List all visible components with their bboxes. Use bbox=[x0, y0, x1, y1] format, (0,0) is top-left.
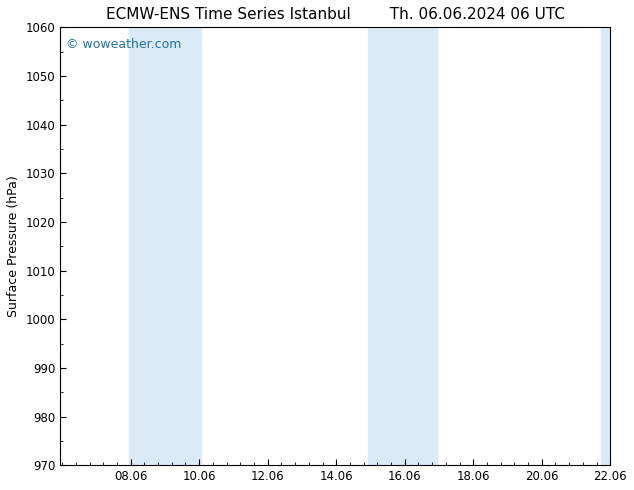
Bar bbox=[165, 27, 200, 465]
Bar bbox=[399, 27, 437, 465]
Bar bbox=[129, 27, 165, 465]
Bar bbox=[368, 27, 399, 465]
Text: © woweather.com: © woweather.com bbox=[65, 38, 181, 51]
Y-axis label: Surface Pressure (hPa): Surface Pressure (hPa) bbox=[7, 175, 20, 317]
Bar bbox=[601, 27, 611, 465]
Title: ECMW-ENS Time Series Istanbul        Th. 06.06.2024 06 UTC: ECMW-ENS Time Series Istanbul Th. 06.06.… bbox=[106, 7, 565, 22]
